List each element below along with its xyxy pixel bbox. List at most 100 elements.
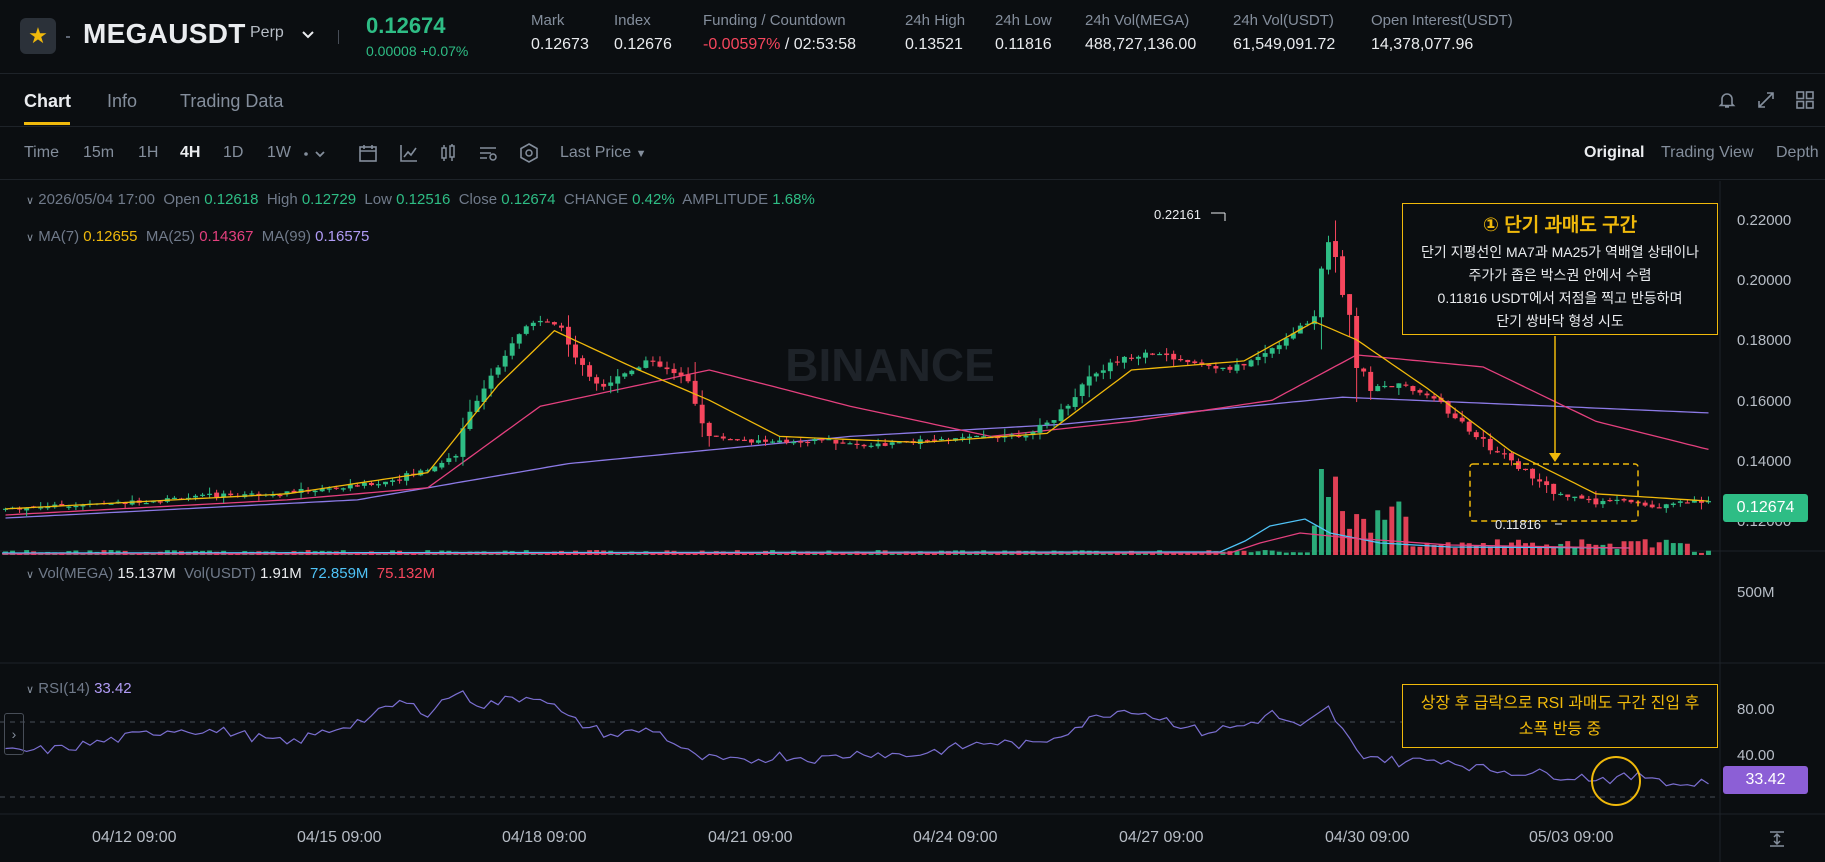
candle-body xyxy=(622,373,628,377)
vol-mega-value: 15.137M xyxy=(117,565,176,582)
candle-body xyxy=(38,507,44,509)
candle-body xyxy=(418,470,424,476)
timeframe-1w[interactable]: 1W xyxy=(267,144,291,161)
stat-24h-vol-mega: 24h Vol(MEGA) 488,727,136.00 xyxy=(1085,12,1196,54)
ohlc-datetime: 2026/05/04 17:00 xyxy=(38,191,156,208)
volume-bar xyxy=(1361,518,1367,555)
candle-body xyxy=(1199,362,1205,365)
candle-body xyxy=(73,505,79,508)
collapse-caret-icon[interactable]: ∨ xyxy=(26,232,35,244)
candle-body xyxy=(1523,468,1528,471)
candle-body xyxy=(664,367,670,370)
expand-icon[interactable] xyxy=(1755,89,1777,111)
oversold-annotation-box: ① 단기 과매도 구간 단기 지평선인 MA7과 MA25가 역배열 상태이나 … xyxy=(1402,203,1718,335)
candle-body xyxy=(854,443,860,445)
last-price: 0.12674 xyxy=(366,13,446,38)
volume-bar xyxy=(1269,550,1275,555)
timeframe-1d[interactable]: 1D xyxy=(223,144,244,161)
more-timeframes-dropdown-icon[interactable] xyxy=(298,143,334,165)
view-original[interactable]: Original xyxy=(1584,144,1645,161)
high-label: High xyxy=(266,191,298,208)
candle-body xyxy=(1220,367,1226,369)
candle-body xyxy=(1691,499,1697,503)
candle-body xyxy=(580,358,586,365)
candle-body xyxy=(636,367,642,371)
stat-value: 488,727,136.00 xyxy=(1085,36,1197,53)
candle-body xyxy=(1241,363,1247,366)
candle-body xyxy=(1065,405,1071,409)
candle-body xyxy=(1023,435,1029,438)
volume-bar xyxy=(1340,511,1346,555)
candle-body xyxy=(889,442,895,445)
timeframe-1h[interactable]: 1H xyxy=(138,144,159,161)
price-type-select[interactable]: Last Price ▼ xyxy=(560,144,646,162)
candle-body xyxy=(108,503,114,505)
volume-bar xyxy=(1656,542,1662,555)
header-divider xyxy=(338,30,339,44)
symbol-name[interactable]: MEGAUSDT xyxy=(83,18,246,49)
candle-style-icon[interactable] xyxy=(437,142,459,164)
stat-24h-high: 24h High 0.13521 xyxy=(905,12,965,54)
tab-trading-data[interactable]: Trading Data xyxy=(180,91,284,111)
tab-info[interactable]: Info xyxy=(107,91,138,111)
rsi-axis-tick: 80.00 xyxy=(1737,701,1775,718)
timeframe-time[interactable]: Time xyxy=(24,144,59,161)
stat-value: 61,549,091.72 xyxy=(1233,36,1336,53)
candle-body xyxy=(1600,500,1606,505)
candle-body xyxy=(3,508,8,510)
indicators-icon[interactable] xyxy=(398,142,420,164)
candle-body xyxy=(826,439,832,441)
drawing-tools-icon[interactable] xyxy=(477,142,499,164)
calendar-icon[interactable] xyxy=(357,142,379,164)
candle-body xyxy=(270,494,276,496)
candle-body xyxy=(699,404,705,424)
date-axis-tick: 04/21 09:00 xyxy=(708,829,793,846)
ma7-path xyxy=(5,320,1709,510)
collapse-caret-icon[interactable]: ∨ xyxy=(26,684,35,696)
ma99-value: 0.16575 xyxy=(315,228,370,245)
candle-body xyxy=(1009,434,1015,436)
candle-body xyxy=(777,440,783,443)
stat-label: 24h Vol(USDT) xyxy=(1233,12,1334,29)
amplitude-value: 1.68% xyxy=(772,191,815,208)
candle-body xyxy=(1382,385,1388,388)
candlestick-chart[interactable]: BINANCE xyxy=(0,181,1825,862)
settings-hex-icon[interactable] xyxy=(518,142,540,164)
timeframe-15m[interactable]: 15m xyxy=(83,144,115,161)
bell-icon[interactable] xyxy=(1716,89,1738,111)
candle-body xyxy=(1558,493,1564,496)
axis-scale-icon[interactable] xyxy=(1766,828,1788,850)
collapse-caret-icon[interactable]: ∨ xyxy=(26,195,35,207)
candle-body xyxy=(1213,366,1219,369)
stat-label: Funding / Countdown xyxy=(703,12,846,29)
high-value: 0.12729 xyxy=(301,191,357,208)
tab-chart[interactable]: Chart xyxy=(24,91,72,111)
view-depth[interactable]: Depth xyxy=(1776,144,1819,161)
candle-body xyxy=(1551,483,1557,494)
candle-body xyxy=(361,482,367,486)
annotation-line: 단기 지평선인 MA7과 MA25가 역배열 상태이나 xyxy=(1420,244,1699,260)
timeframe-4h[interactable]: 4H xyxy=(180,144,201,161)
candle-body xyxy=(59,503,65,506)
candle-body xyxy=(1368,371,1374,391)
chevron-down-icon[interactable] xyxy=(300,26,316,42)
candle-body xyxy=(763,439,768,442)
side-panel-handle[interactable]: › xyxy=(4,713,24,755)
volume-bar xyxy=(1417,546,1423,555)
grid-layout-icon[interactable] xyxy=(1794,89,1816,111)
favorite-star-icon[interactable]: ★ xyxy=(20,18,56,54)
volume-bar xyxy=(1600,544,1606,555)
collapse-caret-icon[interactable]: ∨ xyxy=(26,569,35,581)
candle-body xyxy=(1410,386,1416,392)
candle-body xyxy=(1480,437,1486,439)
ma25-line xyxy=(5,354,1709,516)
candle-body xyxy=(1473,432,1479,438)
candle-body xyxy=(840,442,846,444)
stat-funding[interactable]: Funding / Countdown -0.00597% / 02:53:58 xyxy=(703,12,856,54)
chart-area[interactable]: BINANCE ∨ 2026/05/04 17:00 Open 0.12618 … xyxy=(0,181,1825,862)
volume-legend: ∨ Vol(MEGA) 15.137M Vol(USDT) 1.91M 72.8… xyxy=(26,565,435,582)
ma99-line xyxy=(5,396,1709,519)
annotation-title: ① 단기 과매도 구간 xyxy=(1482,215,1638,236)
view-trading-view[interactable]: Trading View xyxy=(1661,144,1754,161)
candle-body xyxy=(1030,431,1036,436)
